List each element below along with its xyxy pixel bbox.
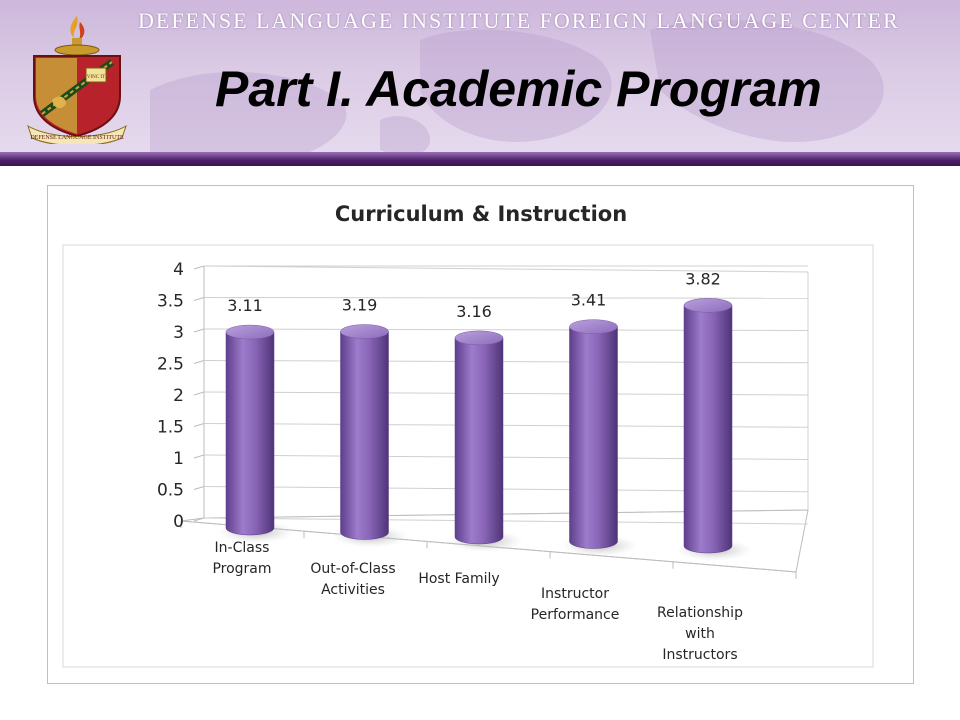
y-tick-label: 3 [173,323,184,343]
slide-header: DEFENSE LANGUAGE INSTITUTE FOREIGN LANGU… [0,0,960,158]
axis-tick [193,486,205,490]
axis-tick [193,423,205,427]
category-label: Activities [321,582,385,598]
world-map-background [150,20,884,158]
y-tick-label: 0.5 [157,481,184,501]
category-label: Instructor [541,586,609,602]
axis-tick [193,328,205,333]
data-label: 3.82 [685,269,721,288]
bar-top [683,298,733,313]
axis-tick [193,360,205,364]
bar [683,305,733,554]
plot-area-border [62,244,874,668]
category-label: Out-of-Class [310,561,395,577]
bars [218,298,752,561]
axis-tick [193,391,205,396]
chart-frame: Curriculum & Instruction 0 0.5 1 1.5 2 2.5 3 3.… [47,185,914,684]
axis-tick [193,297,205,301]
bar [569,326,618,549]
chart-title: Curriculum & Instruction [335,202,627,226]
slide-title: Part I. Academic Program [215,61,822,117]
bar [225,331,275,536]
y-tick-label: 0 [173,512,184,532]
header-divider-band [0,152,960,166]
bar-chart: Curriculum & Instruction 0 0.5 1 1.5 2 2.5 3 3.… [62,202,874,668]
axis-tick [193,265,205,270]
category-labels: In-Class Program Out-of-Class Activities Hos… [212,540,743,663]
category-label: Program [212,561,271,577]
category-label: Instructors [662,647,737,663]
y-tick-label: 1.5 [157,418,184,438]
bar-top [569,319,618,334]
data-label: 3.41 [571,291,607,310]
axis-tick [193,454,205,459]
bar [454,337,504,545]
y-tick-label: 3.5 [157,292,184,312]
data-labels: 3.11 3.19 3.16 3.41 3.82 [227,269,721,321]
category-label: Performance [531,607,620,623]
bar [340,331,389,540]
institute-crest-logo: VINC IT DEFENSE LANGUAGE INSTITUTE [27,16,127,144]
bar-top [225,324,275,340]
data-label: 3.16 [456,302,492,321]
y-tick-label: 1 [173,449,184,469]
bar-top [340,324,389,339]
axis-tick [193,517,205,522]
bar-top [454,330,504,346]
crest-panel-text: VINC IT [87,75,105,80]
y-tick-label: 4 [173,260,184,280]
y-tick-label: 2.5 [157,355,184,375]
data-label: 3.11 [227,296,263,315]
crest-banner-text: DEFENSE LANGUAGE INSTITUTE [30,135,124,141]
y-tick-label: 2 [173,386,184,406]
gridline [203,297,809,299]
category-label: Relationship [657,605,743,621]
institute-name: DEFENSE LANGUAGE INSTITUTE FOREIGN LANGU… [138,8,900,33]
category-label: Host Family [418,571,499,587]
data-label: 3.19 [342,296,378,315]
y-axis-tick-labels: 0 0.5 1 1.5 2 2.5 3 3.5 4 [157,260,184,532]
category-label: with [685,626,715,642]
category-label: In-Class [215,540,270,556]
